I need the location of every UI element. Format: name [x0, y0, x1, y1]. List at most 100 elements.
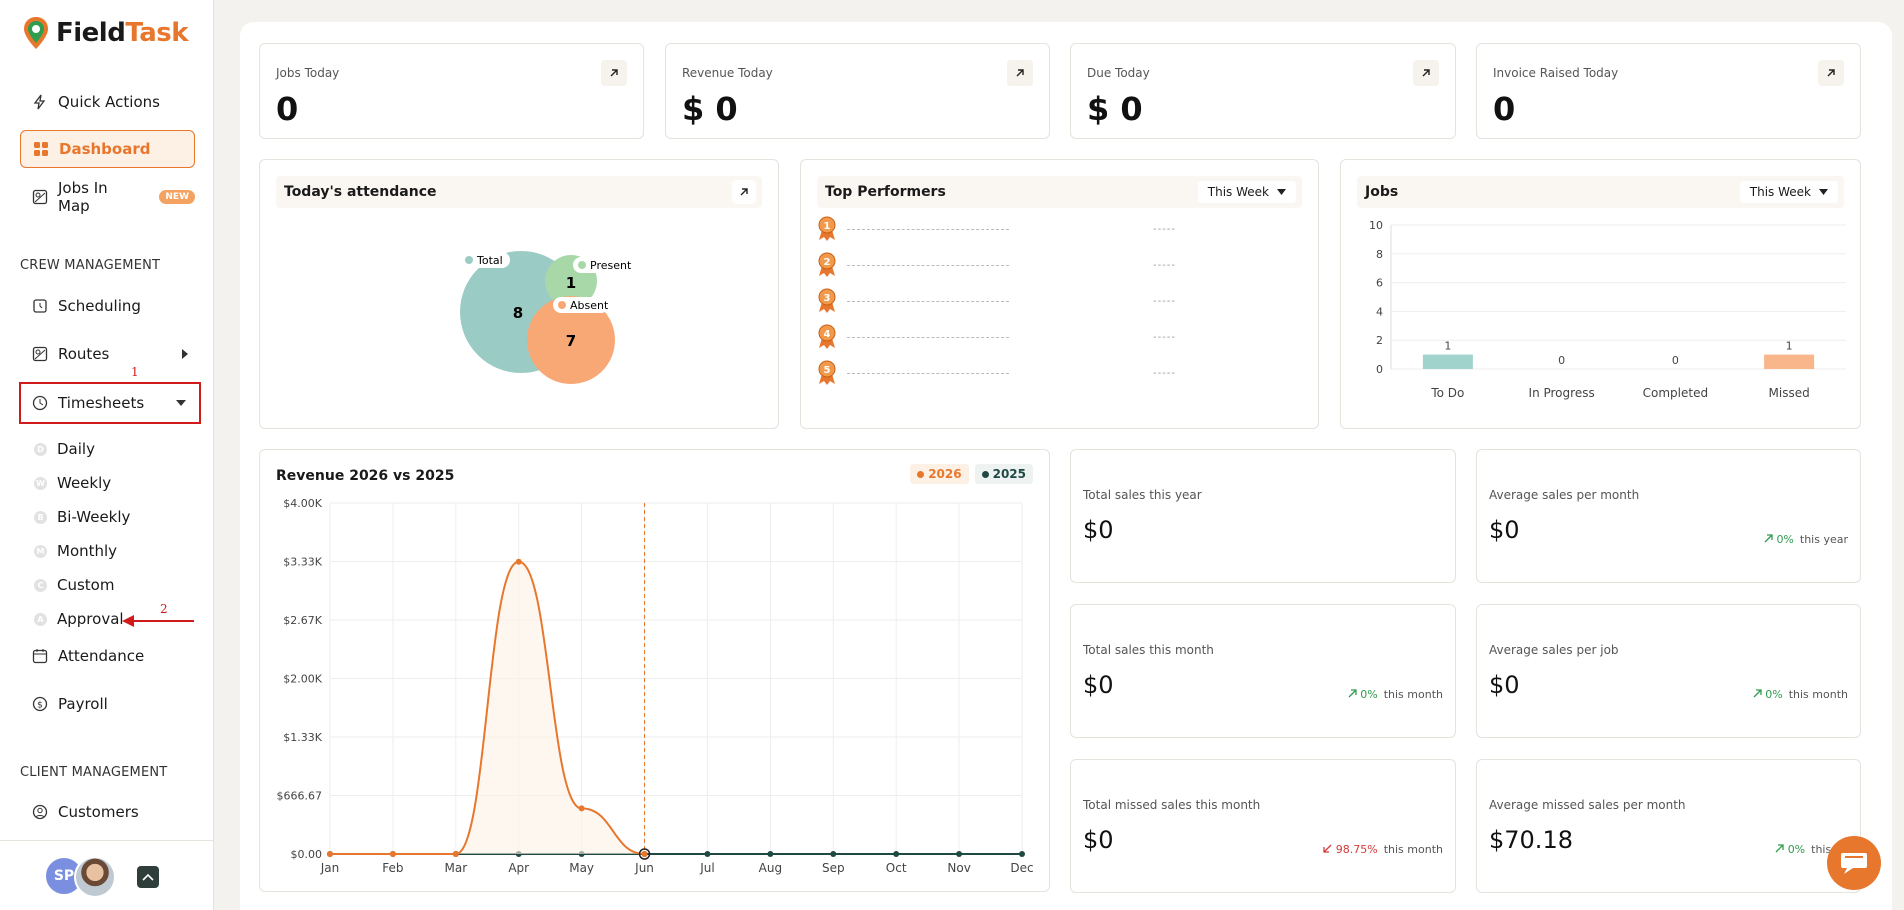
period-dropdown[interactable]: This Week: [1739, 181, 1838, 203]
nav-dashboard[interactable]: Dashboard: [20, 130, 195, 168]
annotation-2: 2: [160, 602, 168, 616]
delta-period: this month: [1383, 688, 1443, 701]
revenue-line-chart: $4.00K $3.33K $2.67K $2.00K $1.33K $666.67 $0.…: [277, 497, 1034, 875]
sales-card[interactable]: Average missed sales per month $70.18 0% t…: [1476, 759, 1861, 893]
data-point[interactable]: [893, 851, 900, 857]
x-tick-label: Mar: [444, 861, 467, 875]
open-button[interactable]: [1007, 60, 1033, 86]
x-tick-label: Dec: [1010, 861, 1033, 875]
nav-customers[interactable]: Customers: [20, 793, 195, 831]
x-tick-label: Jan: [320, 861, 340, 875]
x-tick-label: In Progress: [1529, 386, 1595, 400]
sales-delta: 0% this year: [1764, 533, 1848, 546]
revenue-title: Revenue 2026 vs 2025: [276, 468, 455, 484]
medal-icon: 5: [818, 360, 836, 385]
data-point[interactable]: [578, 805, 585, 812]
x-tick-label: Completed: [1643, 386, 1708, 400]
nav-payroll[interactable]: $ Payroll: [20, 685, 195, 723]
sales-card[interactable]: Average sales per job $0 0% this month: [1476, 604, 1861, 738]
data-point[interactable]: [704, 851, 711, 857]
period-value: This Week: [1207, 185, 1269, 199]
y-tick-label: $666.67: [277, 790, 323, 803]
y-tick-label: $0.00: [291, 848, 323, 861]
open-button[interactable]: [601, 60, 627, 86]
sales-card[interactable]: Total sales this year $0: [1070, 449, 1456, 583]
x-tick-label: To Do: [1430, 386, 1464, 400]
delta-value: 0%: [1753, 688, 1783, 701]
arrow-up-right-icon: [1422, 69, 1430, 77]
sales-card[interactable]: Average sales per month $0 0% this year: [1476, 449, 1861, 583]
data-point[interactable]: [452, 851, 459, 857]
attendance-bubble-chart: 8 1 7 Total Present Absent: [460, 251, 633, 384]
sub-item-monthly[interactable]: M Monthly: [34, 542, 117, 560]
brand-logo[interactable]: FieldTask: [22, 16, 189, 50]
performer-row: 5 -----: [817, 360, 1176, 386]
annotation-1: 1: [131, 365, 139, 379]
data-point[interactable]: [515, 558, 522, 565]
revenue-panel: Revenue 2026 vs 2025 2026 2025 $4.00K $3.…: [259, 449, 1050, 892]
data-point[interactable]: [767, 851, 774, 857]
legend-dot: [981, 470, 989, 478]
stat-card-due-today[interactable]: Due Today $ 0: [1070, 43, 1456, 139]
sub-item-daily[interactable]: D Daily: [34, 440, 95, 458]
open-button[interactable]: [732, 180, 756, 204]
nav-attendance[interactable]: Attendance: [20, 637, 195, 675]
delta-text: 0%: [1776, 533, 1794, 546]
name-placeholder: [847, 372, 1009, 374]
stat-card-invoice-raised-today[interactable]: Invoice Raised Today 0: [1476, 43, 1861, 139]
sub-item-custom[interactable]: C Custom: [34, 576, 114, 594]
total-label: Total: [476, 254, 503, 267]
arrow-up-right-icon: [1827, 69, 1835, 77]
legend-2025[interactable]: 2025: [974, 464, 1033, 484]
x-tick-label: Aug: [759, 861, 782, 875]
sales-card[interactable]: Total missed sales this month $0 98.75% th…: [1070, 759, 1456, 893]
calendar-clock-icon: [33, 299, 47, 313]
open-button[interactable]: [1413, 60, 1439, 86]
data-point[interactable]: [956, 851, 963, 857]
sales-value: $0: [1083, 516, 1114, 544]
nav-quick-actions[interactable]: Quick Actions: [20, 83, 195, 121]
bar[interactable]: [1764, 354, 1815, 369]
bar[interactable]: [1422, 354, 1473, 369]
sales-label: Total missed sales this month: [1083, 798, 1261, 812]
delta-value: 0%: [1775, 843, 1805, 856]
sales-card[interactable]: Total sales this month $0 0% this month: [1070, 604, 1456, 738]
sales-label: Total sales this year: [1083, 488, 1202, 502]
nav-jobs-in-map[interactable]: Jobs In Map NEW: [20, 178, 195, 216]
sub-item-approval[interactable]: A Approval: [34, 610, 124, 628]
sidebar: FieldTask Quick Actions Dashboard Jobs I…: [0, 0, 214, 910]
stat-label: Revenue Today: [682, 66, 773, 80]
legend-2026[interactable]: 2026: [910, 464, 969, 484]
data-point[interactable]: [1019, 851, 1025, 857]
chevron-right-icon: [182, 349, 188, 359]
nav-routes[interactable]: Routes: [20, 335, 195, 373]
data-point[interactable]: [389, 851, 396, 857]
location-pin-icon: [24, 17, 48, 49]
jobs-header: Jobs This Week: [1357, 176, 1844, 208]
total-value: 8: [513, 304, 523, 322]
stat-card-revenue-today[interactable]: Revenue Today $ 0: [665, 43, 1050, 139]
arrow-up-right-icon: [1016, 69, 1024, 77]
timesheets-highlight-box: [19, 382, 201, 424]
value-placeholder: -----: [1153, 295, 1177, 307]
clock-icon: [32, 395, 48, 411]
data-point[interactable]: [641, 851, 648, 857]
nav-timesheets[interactable]: Timesheets: [20, 384, 195, 422]
sub-item-bi-weekly[interactable]: B Bi-Weekly: [34, 508, 130, 526]
sub-item-label: Bi-Weekly: [57, 508, 131, 526]
y-tick-label: 6: [1376, 277, 1383, 290]
nav-label: Timesheets: [58, 394, 145, 412]
data-point[interactable]: [830, 851, 837, 857]
chat-support-button[interactable]: [1827, 836, 1881, 890]
nav-scheduling[interactable]: Scheduling: [20, 287, 195, 325]
user-avatar-photo[interactable]: [74, 856, 116, 898]
sales-value: $0: [1489, 671, 1520, 699]
stat-card-jobs-today[interactable]: Jobs Today 0: [259, 43, 644, 139]
sub-item-weekly[interactable]: W Weekly: [34, 474, 111, 492]
open-button[interactable]: [1818, 60, 1844, 86]
expand-up-button[interactable]: [137, 866, 159, 888]
data-point[interactable]: [327, 851, 333, 857]
value-placeholder: -----: [1153, 259, 1177, 271]
medal-icon: 1: [818, 216, 836, 241]
period-dropdown[interactable]: This Week: [1197, 181, 1296, 203]
